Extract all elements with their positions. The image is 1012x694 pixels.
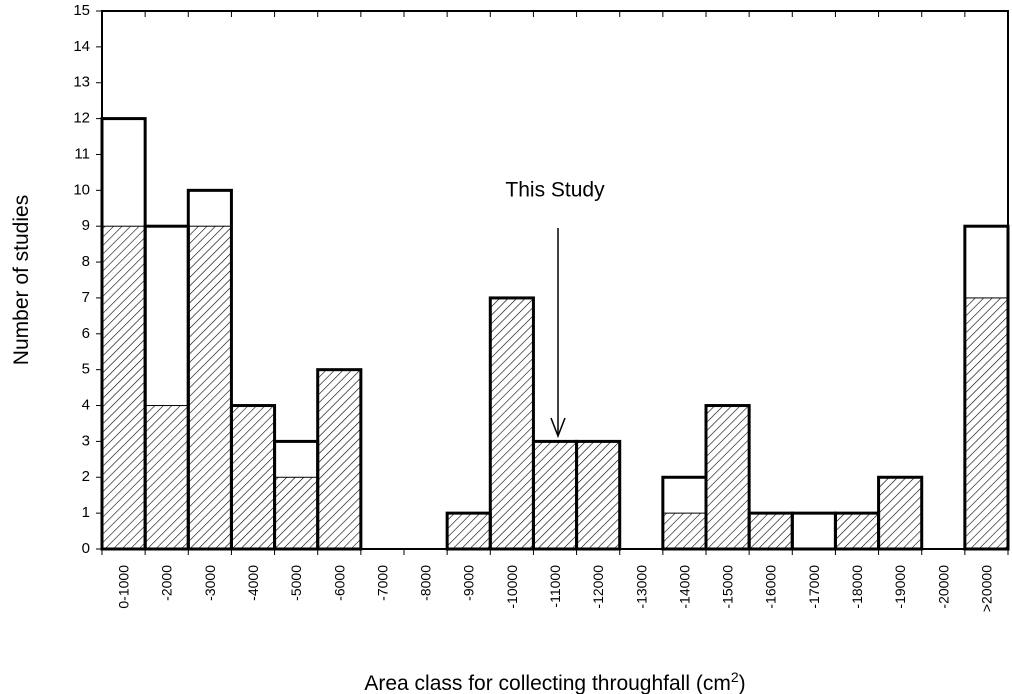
hatched-bar [705,405,750,550]
x-tick-label: -6000 [331,565,347,601]
x-tick-label: 0-1000 [116,565,132,609]
x-tick-label: -4000 [245,565,261,601]
x-tick-label: -11000 [547,565,563,608]
x-tick-label: -17000 [806,565,822,609]
hatched-bar [187,225,232,550]
x-tick-label: -10000 [504,565,520,609]
y-tick-label: 4 [82,397,90,414]
hatched-bar [489,297,534,550]
hatched-bar [576,440,621,550]
hatched-bar [834,512,880,550]
hatched-bar [532,440,578,550]
x-axis-label-end: ) [739,672,746,694]
x-tick-label: -13000 [633,565,649,609]
hatched-bar [878,476,923,550]
total-bar [790,511,837,551]
y-tick-label: 1 [82,504,90,521]
x-tick-label: -15000 [720,565,736,609]
y-tick-label: 11 [74,145,90,162]
plot-frame [101,10,1009,550]
annotation: This Study [505,179,605,202]
x-tick-label: -2000 [159,565,175,601]
hatched-bar [101,225,146,550]
hatched-bar [446,512,491,550]
hatched-bar [274,476,319,550]
y-tick-label: 13 [73,74,90,91]
x-tick-label: -16000 [763,565,779,609]
x-tick-label: -19000 [892,565,908,609]
x-tick-label: -12000 [590,565,606,609]
x-tick-label: -5000 [288,565,304,601]
y-tick-label: 10 [73,181,90,198]
x-axis-label-sup: 2 [731,669,739,685]
x-tick-label: -20000 [935,565,951,609]
x-tick-label: -3000 [202,565,218,601]
y-tick-label: 2 [82,468,90,485]
y-tick-label: 14 [73,38,90,55]
x-tick-label: -14000 [676,565,692,609]
x-tick-label: -9000 [461,565,477,601]
x-axis-label-main: Area class for collecting throughfall (c… [364,672,731,694]
x-tick-label: >20000 [978,565,994,612]
y-tick-label: 5 [82,361,90,378]
y-axis-label: Number of studies [10,195,33,365]
hatched-bar [964,297,1009,550]
x-axis-label: Area class for collecting throughfall (c… [364,669,745,694]
y-tick-label: 9 [82,217,90,234]
x-tick-label: -8000 [418,565,434,601]
hatched-bar [748,512,793,550]
x-tick-label: -18000 [849,565,865,609]
y-tick-label: 0 [82,540,90,557]
y-tick-label: 12 [73,110,90,127]
hatched-bar [144,405,189,550]
y-tick-label: 3 [82,432,90,449]
hatched-bar [662,512,707,550]
y-tick-label: 8 [82,253,90,270]
hatched-bar [230,405,276,550]
hatched-bar [317,369,362,550]
y-tick-label: 6 [82,325,90,342]
annotation-arrowhead [550,417,566,439]
y-tick-label: 15 [73,2,90,19]
x-tick-label: -7000 [374,565,390,601]
y-tick-label: 7 [82,289,90,306]
